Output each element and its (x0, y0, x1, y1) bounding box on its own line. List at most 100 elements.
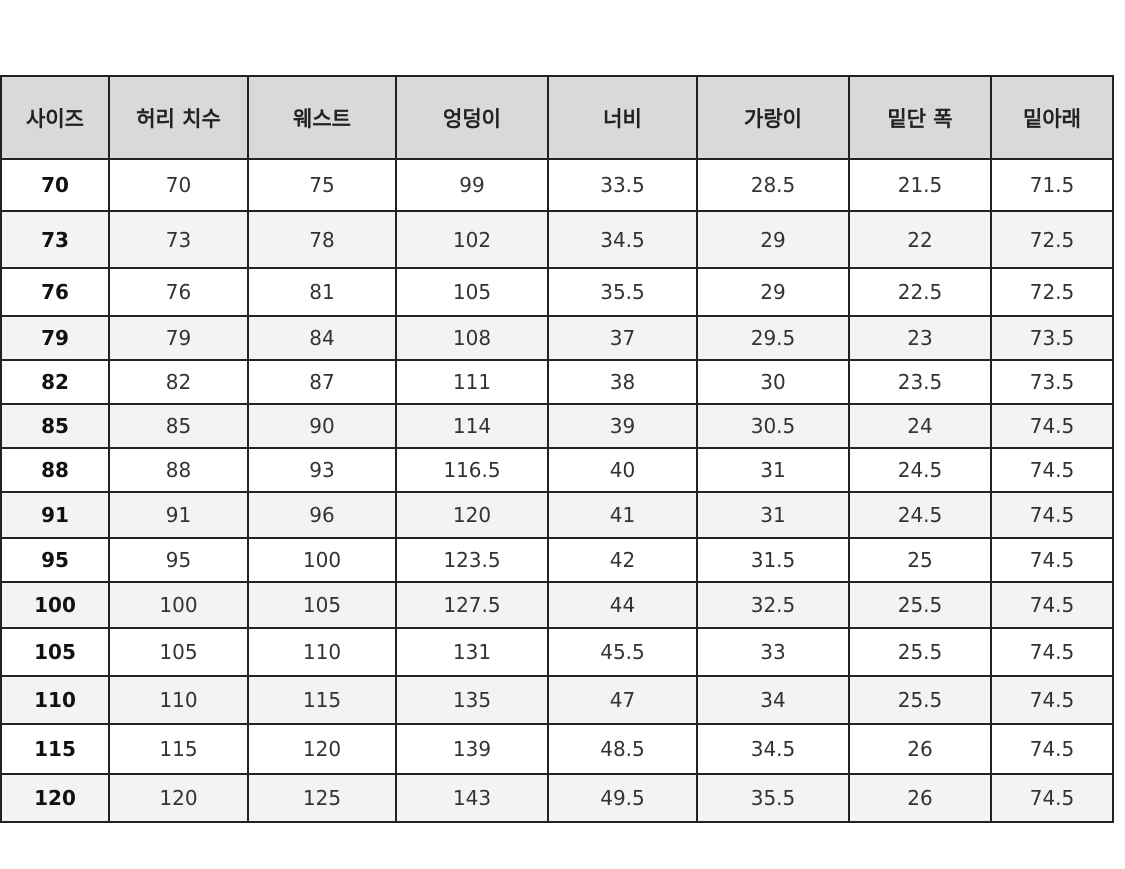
table-cell: 24.5 (848, 447, 992, 493)
table-cell: 131 (395, 627, 549, 677)
table-cell: 73.5 (990, 315, 1114, 361)
table-cell: 40 (547, 447, 698, 493)
table-cell: 41 (547, 491, 698, 539)
table-cell: 34.5 (696, 723, 850, 775)
table-cell: 79 (108, 315, 249, 361)
size-cell: 85 (0, 403, 110, 449)
table-cell: 105 (247, 581, 397, 629)
size-cell: 76 (0, 267, 110, 317)
table-cell: 34 (696, 675, 850, 725)
table-cell: 73.5 (990, 359, 1114, 405)
table-cell: 23 (848, 315, 992, 361)
size-cell: 120 (0, 773, 110, 823)
table-cell: 78 (247, 210, 397, 269)
table-row: 79 79 84 108 37 29.5 23 73.5 (0, 315, 1114, 361)
table-cell: 25.5 (848, 675, 992, 725)
table-cell: 74.5 (990, 581, 1114, 629)
table-cell: 115 (247, 675, 397, 725)
column-header: 엉덩이 (395, 75, 549, 160)
table-cell: 34.5 (547, 210, 698, 269)
size-cell: 100 (0, 581, 110, 629)
table-row: 95 95 100 123.5 42 31.5 25 74.5 (0, 537, 1114, 583)
table-cell: 127.5 (395, 581, 549, 629)
table-cell: 120 (247, 723, 397, 775)
table-cell: 32.5 (696, 581, 850, 629)
table-cell: 38 (547, 359, 698, 405)
table-cell: 47 (547, 675, 698, 725)
table-cell: 120 (108, 773, 249, 823)
table-cell: 31 (696, 447, 850, 493)
table-cell: 87 (247, 359, 397, 405)
table-cell: 88 (108, 447, 249, 493)
table-cell: 116.5 (395, 447, 549, 493)
column-header: 허리 치수 (108, 75, 249, 160)
size-chart-table: 사이즈 허리 치수 웨스트 엉덩이 너비 가랑이 밑단 폭 밑아래 70 70 75 99 33.5 2… (0, 75, 1114, 823)
table-cell: 105 (108, 627, 249, 677)
table-cell: 39 (547, 403, 698, 449)
size-cell: 82 (0, 359, 110, 405)
size-cell: 73 (0, 210, 110, 269)
table-row: 110 110 115 135 47 34 25.5 74.5 (0, 675, 1114, 725)
table-cell: 115 (108, 723, 249, 775)
table-cell: 120 (395, 491, 549, 539)
table-cell: 22 (848, 210, 992, 269)
table-cell: 90 (247, 403, 397, 449)
table-cell: 110 (108, 675, 249, 725)
table-cell: 24.5 (848, 491, 992, 539)
table-cell: 84 (247, 315, 397, 361)
table-cell: 33.5 (547, 158, 698, 212)
table-cell: 99 (395, 158, 549, 212)
table-cell: 74.5 (990, 537, 1114, 583)
table-cell: 23.5 (848, 359, 992, 405)
table-cell: 31.5 (696, 537, 850, 583)
table-cell: 25.5 (848, 581, 992, 629)
size-cell: 70 (0, 158, 110, 212)
table-cell: 44 (547, 581, 698, 629)
table-row: 100 100 105 127.5 44 32.5 25.5 74.5 (0, 581, 1114, 629)
column-header: 사이즈 (0, 75, 110, 160)
table-cell: 76 (108, 267, 249, 317)
table-cell: 74.5 (990, 675, 1114, 725)
column-header: 밑단 폭 (848, 75, 992, 160)
table-cell: 105 (395, 267, 549, 317)
table-cell: 81 (247, 267, 397, 317)
size-cell: 79 (0, 315, 110, 361)
table-cell: 30 (696, 359, 850, 405)
table-cell: 100 (108, 581, 249, 629)
table-cell: 37 (547, 315, 698, 361)
table-cell: 26 (848, 773, 992, 823)
table-cell: 108 (395, 315, 549, 361)
table-row: 120 120 125 143 49.5 35.5 26 74.5 (0, 773, 1114, 823)
table-cell: 49.5 (547, 773, 698, 823)
column-header: 밑아래 (990, 75, 1114, 160)
table-row: 85 85 90 114 39 30.5 24 74.5 (0, 403, 1114, 449)
table-cell: 100 (247, 537, 397, 583)
table-cell: 125 (247, 773, 397, 823)
table-cell: 71.5 (990, 158, 1114, 212)
table-cell: 91 (108, 491, 249, 539)
table-cell: 143 (395, 773, 549, 823)
size-cell: 105 (0, 627, 110, 677)
table-cell: 102 (395, 210, 549, 269)
table-cell: 25 (848, 537, 992, 583)
table-cell: 74.5 (990, 403, 1114, 449)
table-cell: 74.5 (990, 627, 1114, 677)
table-row: 82 82 87 111 38 30 23.5 73.5 (0, 359, 1114, 405)
table-cell: 82 (108, 359, 249, 405)
column-header: 웨스트 (247, 75, 397, 160)
table-row: 115 115 120 139 48.5 34.5 26 74.5 (0, 723, 1114, 775)
table-cell: 28.5 (696, 158, 850, 212)
column-header: 너비 (547, 75, 698, 160)
table-cell: 31 (696, 491, 850, 539)
column-header: 가랑이 (696, 75, 850, 160)
table-cell: 123.5 (395, 537, 549, 583)
table-cell: 111 (395, 359, 549, 405)
size-cell: 91 (0, 491, 110, 539)
table-cell: 24 (848, 403, 992, 449)
table-cell: 74.5 (990, 773, 1114, 823)
table-cell: 72.5 (990, 210, 1114, 269)
table-cell: 70 (108, 158, 249, 212)
table-cell: 96 (247, 491, 397, 539)
table-cell: 74.5 (990, 723, 1114, 775)
table-row: 70 70 75 99 33.5 28.5 21.5 71.5 (0, 158, 1114, 212)
